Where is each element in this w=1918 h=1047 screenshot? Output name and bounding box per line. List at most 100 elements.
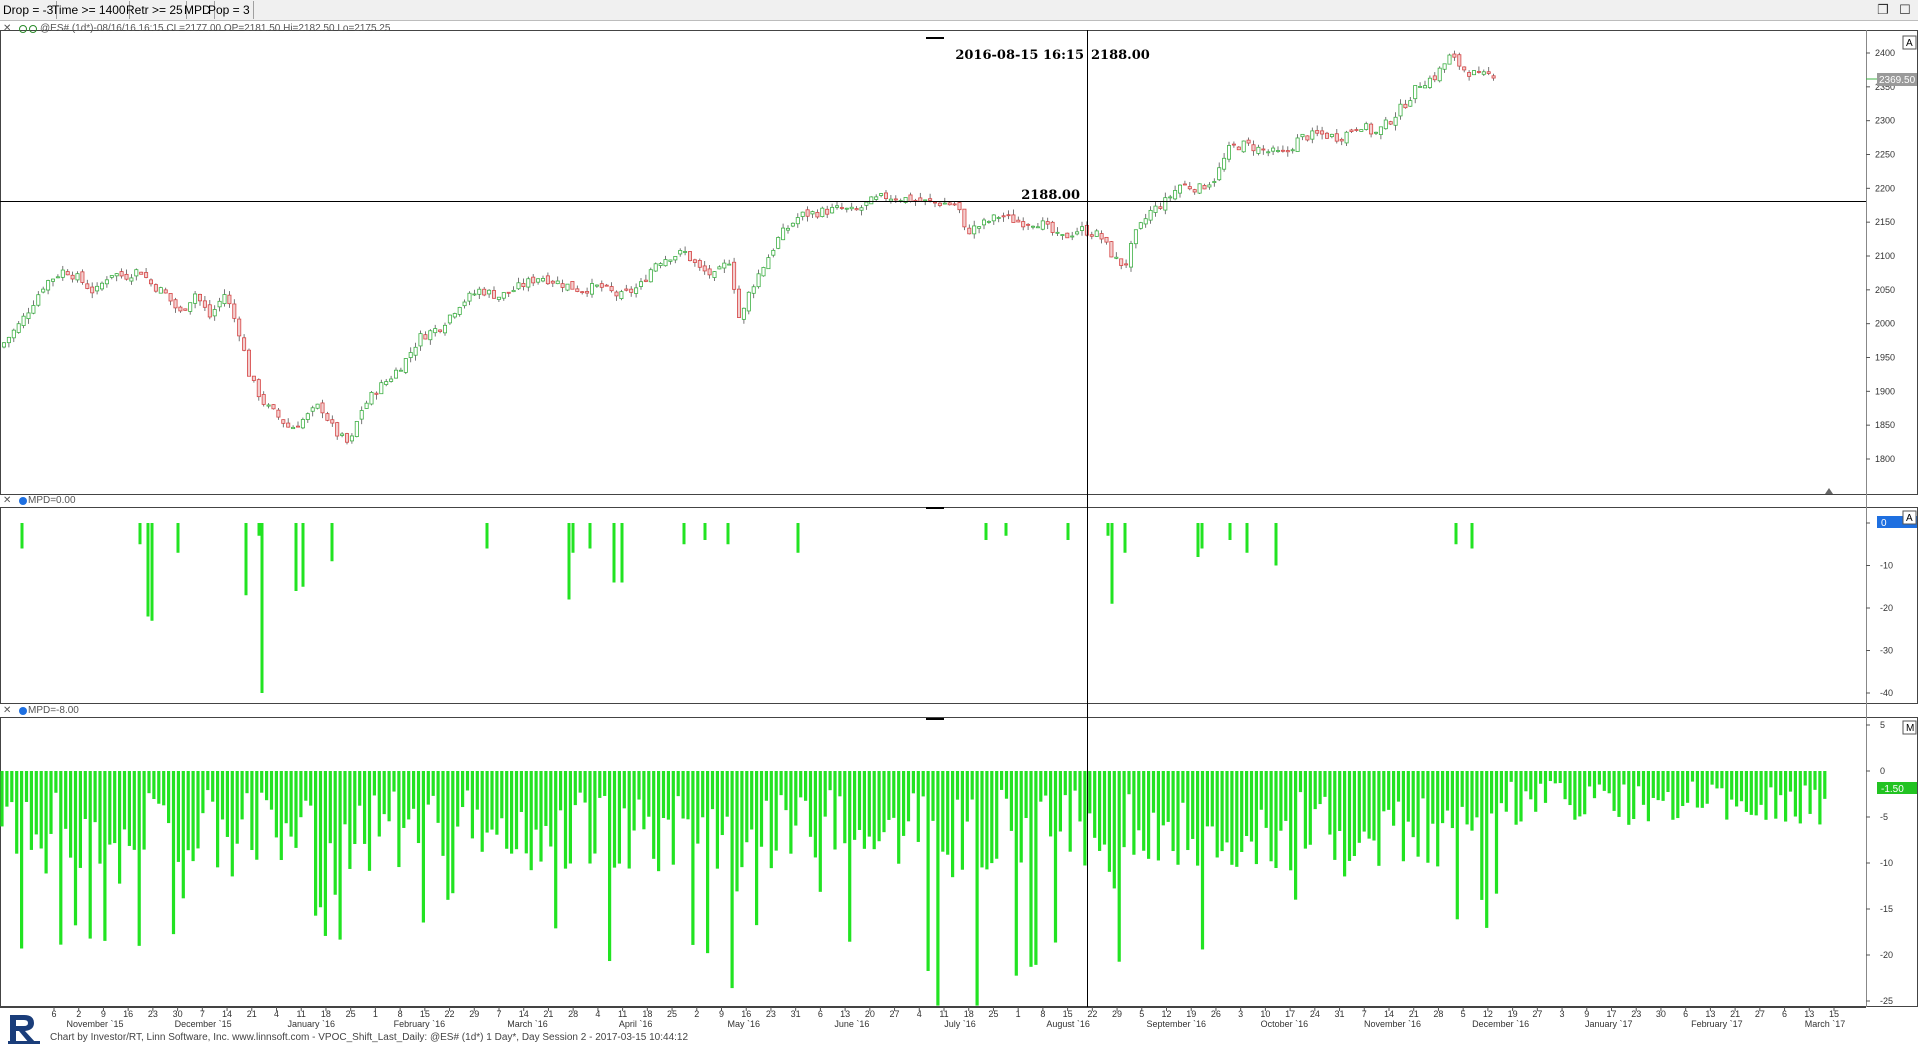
- pane-splitter-handle[interactable]: [926, 718, 944, 720]
- param-time-button[interactable]: Time >= 1400: [49, 1, 130, 19]
- close-pane-icon[interactable]: ✕: [3, 705, 12, 716]
- mpd2-bar: [1725, 771, 1729, 820]
- mpd1-bar: [1004, 523, 1008, 536]
- candle-body: [844, 207, 849, 210]
- close-pane-icon[interactable]: ✕: [3, 495, 12, 506]
- pane-splitter-handle[interactable]: [926, 37, 944, 39]
- mpd2-bar: [1362, 771, 1366, 832]
- candle-body: [109, 275, 114, 278]
- param-mpd-button[interactable]: MPD: [181, 1, 215, 19]
- candle-body: [937, 202, 942, 206]
- mpd2-bar: [1534, 771, 1538, 812]
- mpd1-scale-mode-button[interactable]: [1902, 510, 1917, 525]
- mpd2-bar: [206, 771, 210, 791]
- price-scale-mode-button[interactable]: [1902, 35, 1917, 50]
- mpd2-bar: [632, 771, 636, 831]
- param-pop-button[interactable]: Pop = 3: [205, 1, 254, 19]
- x-day-label: 29: [1112, 1009, 1122, 1019]
- candle-body: [815, 212, 820, 218]
- mpd2-bar: [446, 771, 450, 900]
- candle-body: [369, 391, 374, 405]
- maximize-window-icon[interactable]: ☐: [1899, 2, 1911, 17]
- footer: Chart by Investor/RT, Linn Software, Inc…: [0, 1030, 1918, 1047]
- mpd2-scale-mode-button[interactable]: [1902, 720, 1917, 735]
- mpd2-bar: [1264, 771, 1268, 828]
- indicator-color-icon[interactable]: [19, 707, 27, 715]
- visibility-toggle-icon[interactable]: [19, 25, 27, 33]
- x-day-label: 6: [51, 1009, 56, 1019]
- candle-body: [340, 433, 345, 436]
- mpd2-y-tick-label: -15: [1880, 904, 1893, 914]
- mpd2-bar: [1450, 771, 1454, 829]
- mpd2-bar: [191, 771, 195, 862]
- candle-body: [541, 278, 546, 282]
- candle-body: [1310, 130, 1315, 140]
- mpd2-bar: [377, 771, 381, 837]
- mpd2-bar: [696, 771, 700, 844]
- candle-body: [158, 287, 163, 294]
- indicator-color-icon[interactable]: [19, 497, 27, 505]
- mpd2-bar: [686, 771, 690, 820]
- mpd2-bar: [1754, 771, 1758, 816]
- crosshair-price-left-label: 2188.00: [1021, 188, 1080, 203]
- mpd2-bar: [230, 771, 234, 877]
- candle-body: [810, 211, 815, 215]
- crosshair-datetime-label: 2016-08-15 16:15: [955, 48, 1084, 63]
- mpd2-bar: [1651, 771, 1655, 798]
- close-pane-icon[interactable]: ✕: [3, 23, 12, 34]
- x-day-label: 4: [917, 1009, 922, 1019]
- mpd2-bar: [24, 771, 29, 802]
- mpd2-bar: [1093, 771, 1097, 838]
- candle-body: [11, 329, 16, 339]
- pane-splitter-handle[interactable]: [926, 507, 944, 509]
- param-retr-button[interactable]: Retr >= 25: [123, 1, 187, 19]
- candle-body: [609, 286, 614, 292]
- mpd1-y-tick-label: -30: [1880, 646, 1893, 656]
- candle-body: [344, 433, 349, 443]
- mpd2-bar: [573, 771, 577, 806]
- candle-body: [722, 262, 727, 269]
- candle-body: [1231, 143, 1236, 146]
- mpd2-bar: [1749, 771, 1753, 815]
- settings-toggle-icon[interactable]: [29, 25, 37, 33]
- mpd2-bar: [608, 771, 612, 962]
- mpd2-bar: [372, 771, 376, 796]
- mpd2-bar: [1735, 771, 1739, 807]
- mpd2-bar: [745, 771, 749, 843]
- candle-body: [1251, 144, 1256, 152]
- candle-body: [511, 289, 516, 293]
- x-day-label: 11: [939, 1009, 948, 1019]
- mpd2-bar: [1656, 771, 1660, 801]
- x-axis-bg: [1, 1007, 1867, 1029]
- restore-window-icon[interactable]: ❐: [1877, 2, 1889, 17]
- mpd2-bar: [980, 771, 984, 868]
- candle-body: [570, 281, 575, 290]
- mpd2-bar: [1465, 771, 1469, 825]
- candle-body: [991, 214, 996, 222]
- param-drop-button[interactable]: Drop = -3: [0, 1, 58, 19]
- candle-body: [1325, 132, 1330, 139]
- x-day-label: 20: [865, 1009, 875, 1019]
- mpd2-bar: [279, 771, 283, 861]
- candle-body: [1045, 221, 1050, 225]
- x-month-label: August `16: [1046, 1019, 1090, 1029]
- mpd1-y-tick-label: -20: [1880, 603, 1893, 613]
- mpd2-bar: [73, 771, 78, 926]
- mpd2-bar: [1568, 771, 1572, 806]
- crosshair-price-label: 2188.00: [1091, 48, 1150, 63]
- mpd2-bar: [1387, 771, 1391, 810]
- mpd2-bar: [108, 771, 112, 845]
- candle-body: [1089, 234, 1094, 237]
- x-month-label: February `17: [1691, 1019, 1743, 1029]
- candle-body: [222, 294, 227, 305]
- candle-body: [1315, 130, 1320, 134]
- mpd2-bar: [1759, 771, 1763, 805]
- mpd2-bar: [495, 771, 499, 835]
- mpd2-bar: [274, 771, 278, 838]
- mpd2-bar: [1612, 771, 1616, 811]
- candle-body: [100, 282, 105, 290]
- mpd2-bar: [1230, 771, 1234, 865]
- mpd2-bar: [34, 771, 38, 835]
- candle-body: [727, 263, 732, 266]
